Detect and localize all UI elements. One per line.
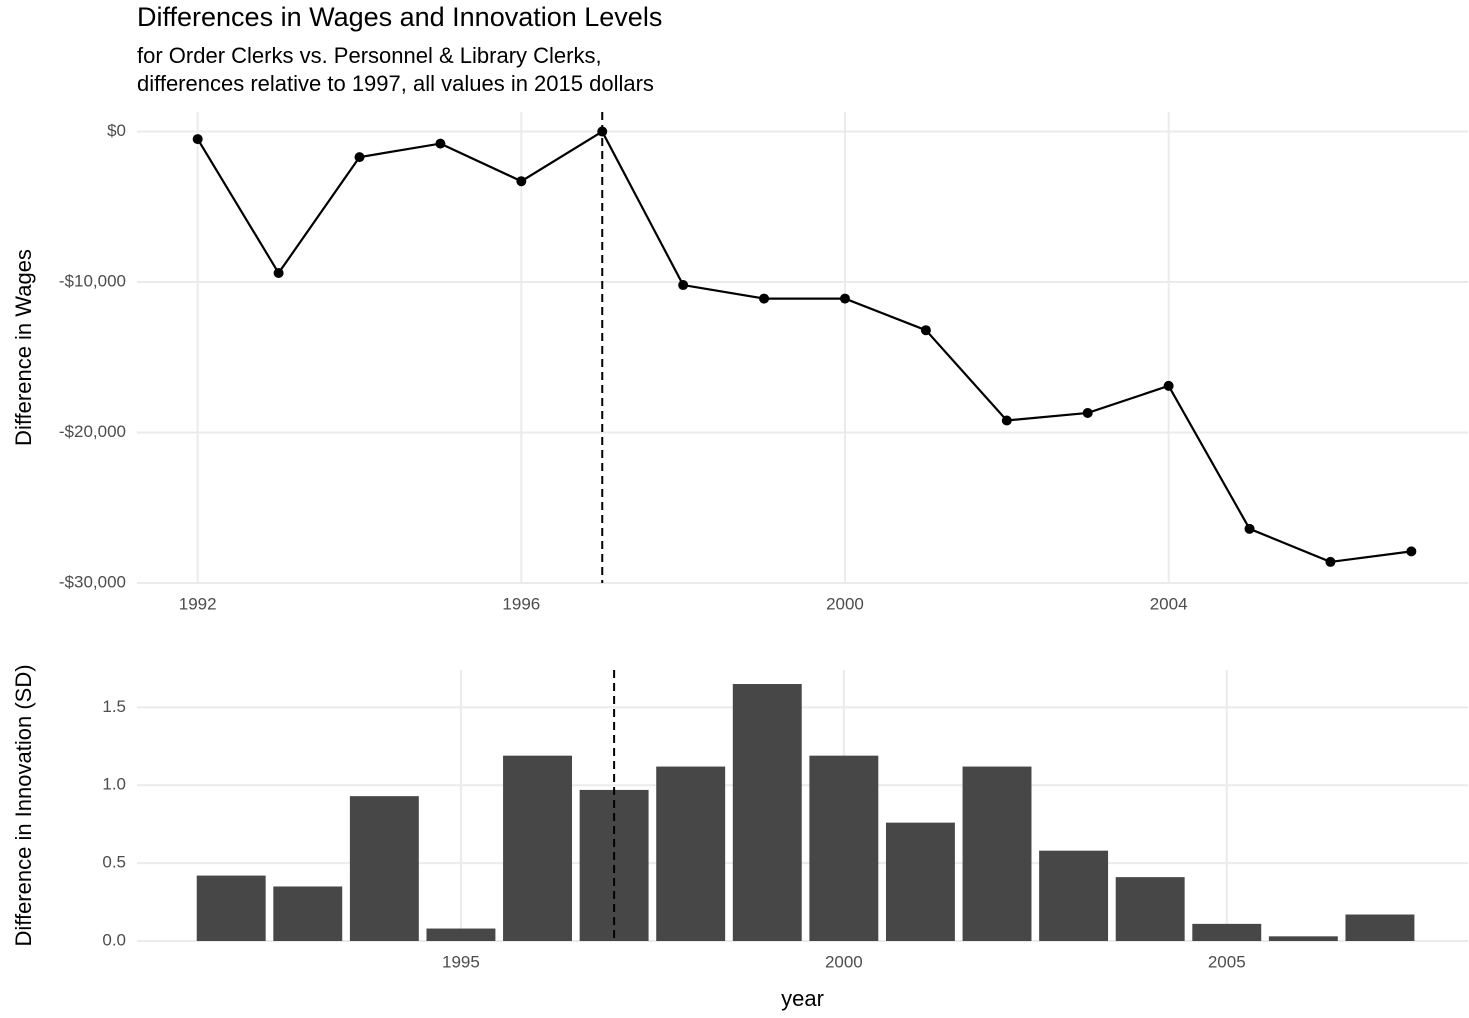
bar: [1268, 936, 1338, 941]
y-tick-label: 0.5: [102, 853, 126, 872]
point: [516, 176, 527, 187]
x-axis-title: year: [781, 986, 824, 1011]
point: [1244, 523, 1255, 534]
bar: [426, 928, 496, 941]
y-tick-label: -$30,000: [59, 572, 126, 591]
y-tick-label: 0.0: [102, 930, 126, 949]
point: [839, 293, 850, 304]
subtitle: for Order Clerks vs. Personnel & Library…: [137, 43, 602, 68]
bar: [732, 684, 802, 941]
point: [759, 293, 770, 304]
bar: [1192, 923, 1262, 941]
point: [435, 138, 446, 149]
bar: [962, 766, 1032, 941]
x-tick-label: 2000: [825, 952, 863, 971]
point: [678, 280, 689, 291]
bar: [1345, 914, 1415, 941]
bar: [809, 755, 879, 941]
x-tick-label: 2005: [1208, 952, 1246, 971]
point: [192, 134, 203, 145]
y-tick-label: -$10,000: [59, 272, 126, 291]
point: [1406, 546, 1417, 557]
y-tick-label: 1.5: [102, 697, 126, 716]
bar: [349, 796, 419, 941]
x-tick-label: 2004: [1150, 594, 1188, 613]
y-axis-title: Difference in Wages: [11, 249, 36, 446]
point: [1001, 415, 1012, 426]
x-tick-label: 1995: [442, 952, 480, 971]
y-axis-title: Difference in Innovation (SD): [11, 664, 36, 946]
point: [1082, 407, 1093, 418]
bar: [196, 875, 266, 941]
chart-title: Differences in Wages and Innovation Leve…: [137, 2, 662, 32]
x-tick-label: 2000: [826, 594, 864, 613]
line: [196, 130, 1412, 564]
point: [354, 152, 365, 163]
bar: [1039, 850, 1109, 941]
bar: [1115, 877, 1185, 941]
x-tick-label: 1992: [179, 594, 217, 613]
point: [920, 325, 931, 336]
x-tick-label: 1996: [502, 594, 540, 613]
bar: [885, 822, 955, 941]
y-tick-label: $0: [107, 121, 126, 140]
bar: [273, 886, 343, 941]
bar: [656, 766, 726, 941]
subtitle: differences relative to 1997, all values…: [137, 71, 654, 96]
y-tick-label: -$20,000: [59, 422, 126, 441]
point: [273, 268, 284, 279]
point: [1163, 380, 1174, 391]
y-tick-label: 1.0: [102, 775, 126, 794]
bar: [503, 755, 572, 941]
point: [1325, 556, 1336, 567]
